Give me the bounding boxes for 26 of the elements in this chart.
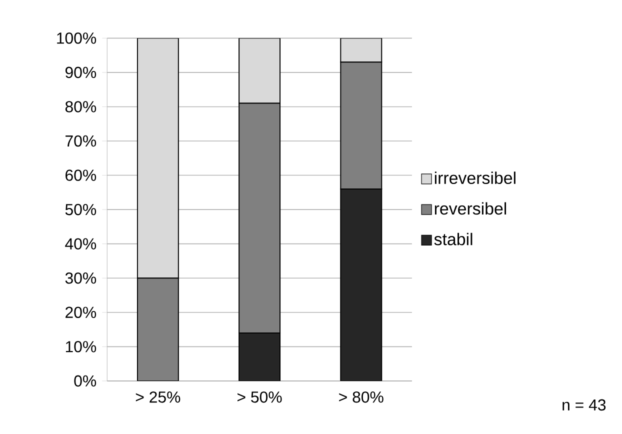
y-tick-label: 90% [65,66,96,78]
y-tick-label: 60% [66,170,96,181]
y-tick-label: 70% [66,135,96,147]
bar [136,278,179,381]
text: n = 43 [562,399,606,411]
x-tick-label: > 25% [136,391,180,403]
x-tick-label: > 80% [339,391,384,403]
legend-label: irreversibel [434,172,516,184]
y-tick-label: 100% [57,32,96,44]
y-tick-label: 50% [65,204,96,216]
y-tick-label: 40% [65,238,96,250]
bar [136,38,179,279]
bar [238,332,281,381]
x-tick-label: > 50% [238,391,282,403]
bar [238,38,281,104]
bar [238,102,281,334]
y-tick-label: 20% [66,306,96,318]
legend-label: reversibel [434,202,506,215]
legend-label: stabil [434,232,472,246]
y-tick-label: 0% [74,375,96,387]
bar [340,188,382,381]
y-tick-label: 30% [65,272,96,284]
bar [340,62,382,190]
bar [340,38,382,63]
y-tick-label: 80% [65,101,96,112]
y-tick-label: 10% [66,340,96,352]
